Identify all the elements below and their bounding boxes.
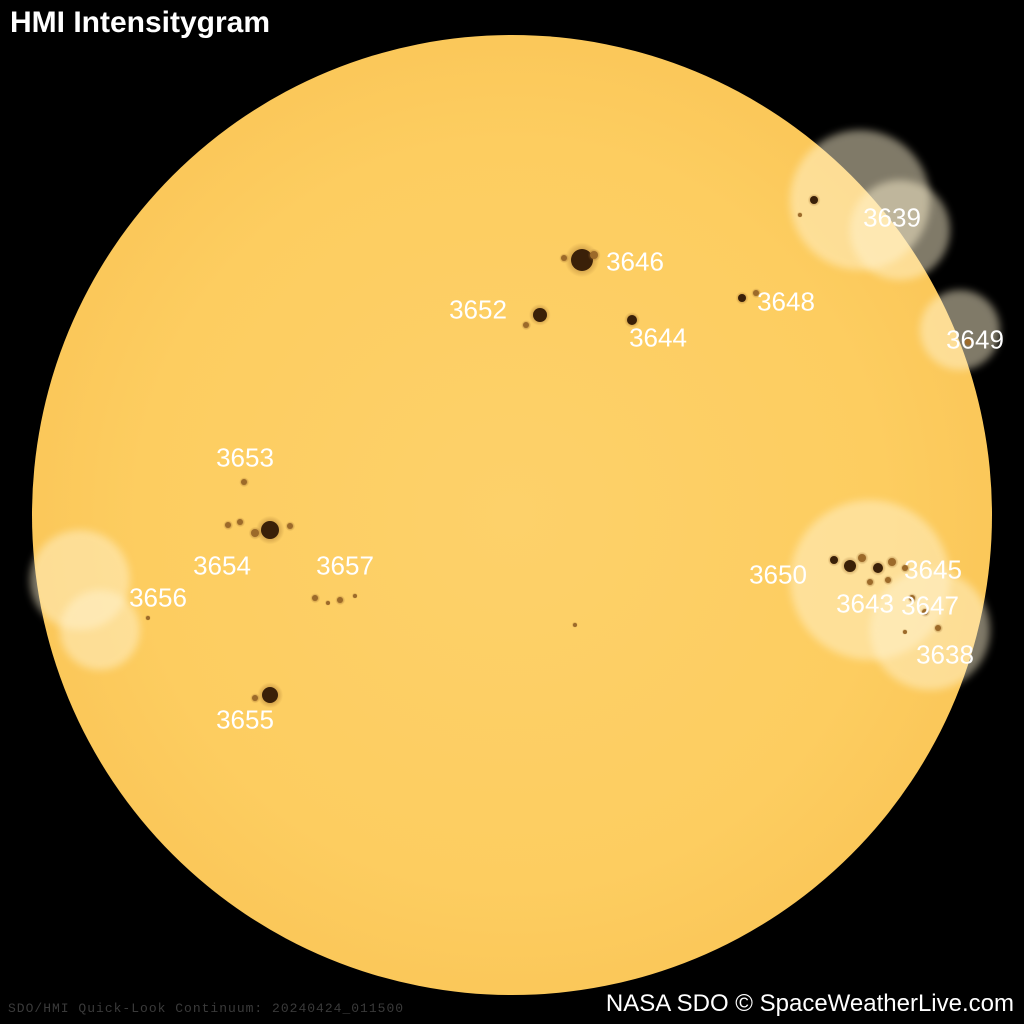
sunspot-pore <box>885 577 891 583</box>
sunspot-pore <box>237 519 243 525</box>
sunspot-umbra <box>830 556 838 564</box>
sunspot-pore <box>903 630 907 634</box>
region-label-3653: 3653 <box>216 443 274 474</box>
sunspot-pore <box>888 558 896 566</box>
sunspot-umbra <box>261 521 279 539</box>
facula <box>60 590 140 670</box>
image-title: HMI Intensitygram <box>10 6 270 40</box>
continuum-timestamp: SDO/HMI Quick-Look Continuum: 20240424_0… <box>8 1001 404 1016</box>
sunspot-pore <box>590 251 598 259</box>
region-label-3657: 3657 <box>316 551 374 582</box>
region-label-3643: 3643 <box>836 589 894 620</box>
sunspot-pore <box>858 554 866 562</box>
sunspot-pore <box>353 594 357 598</box>
sunspot-pore <box>225 522 231 528</box>
sunspot-pore <box>573 623 577 627</box>
region-label-3646: 3646 <box>606 247 664 278</box>
sunspot-pore <box>312 595 318 601</box>
sunspot-pore <box>326 601 330 605</box>
sunspot-umbra <box>844 560 856 572</box>
region-label-3656: 3656 <box>129 583 187 614</box>
sunspot-umbra <box>873 563 883 573</box>
sunspot-pore <box>146 616 150 620</box>
sunspot-pore <box>251 529 259 537</box>
sunspot-pore <box>561 255 567 261</box>
region-label-3649: 3649 <box>946 325 1004 356</box>
sunspot-umbra <box>262 687 278 703</box>
sunspot-umbra <box>533 308 547 322</box>
region-label-3647: 3647 <box>901 591 959 622</box>
region-label-3645: 3645 <box>904 555 962 586</box>
region-label-3655: 3655 <box>216 705 274 736</box>
sunspot-pore <box>798 213 802 217</box>
region-label-3644: 3644 <box>629 323 687 354</box>
sunspot-umbra <box>810 196 818 204</box>
region-label-3639: 3639 <box>863 203 921 234</box>
region-label-3652: 3652 <box>449 295 507 326</box>
sunspot-pore <box>241 479 247 485</box>
sunspot-pore <box>935 625 941 631</box>
sunspot-umbra <box>738 294 746 302</box>
region-label-3648: 3648 <box>757 287 815 318</box>
sunspot-pore <box>523 322 529 328</box>
region-label-3654: 3654 <box>193 551 251 582</box>
region-label-3650: 3650 <box>749 560 807 591</box>
image-credit: NASA SDO © SpaceWeatherLive.com <box>606 990 1014 1018</box>
sunspot-pore <box>287 523 293 529</box>
region-label-3638: 3638 <box>916 640 974 671</box>
sunspot-pore <box>337 597 343 603</box>
sunspot-pore <box>867 579 873 585</box>
sunspot-pore <box>252 695 258 701</box>
